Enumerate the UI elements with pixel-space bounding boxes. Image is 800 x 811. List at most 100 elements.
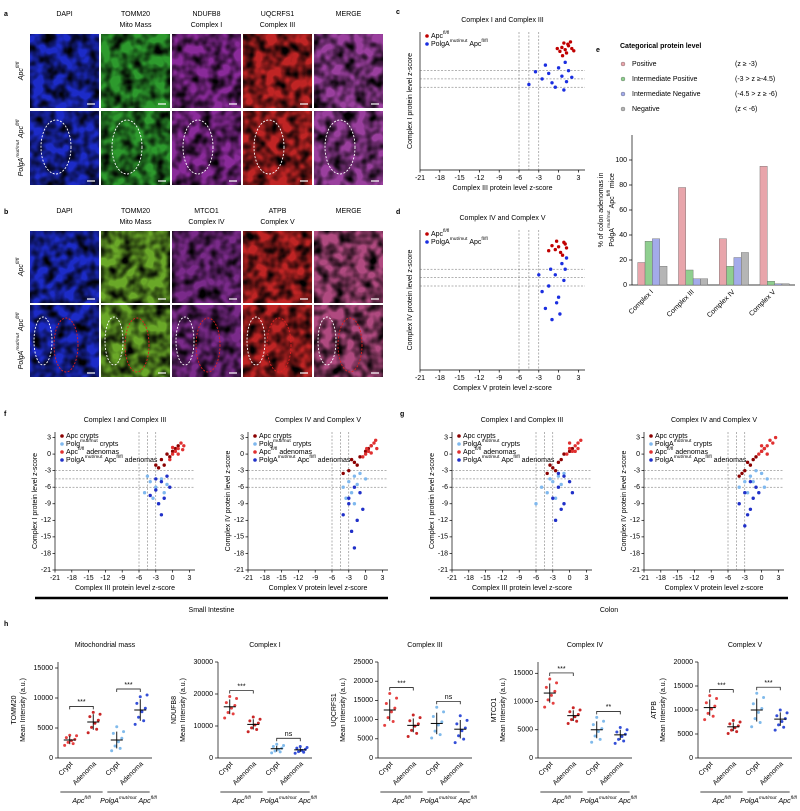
x-tick-label: 3 bbox=[380, 575, 384, 582]
point bbox=[545, 471, 549, 476]
x-tick-label: Adenoma bbox=[552, 761, 578, 787]
y-tick-label: 10000 bbox=[194, 723, 214, 730]
point bbox=[548, 267, 553, 271]
point bbox=[170, 452, 175, 456]
column-header: Complex V bbox=[260, 219, 295, 226]
legend-label-part: Apc bbox=[431, 33, 444, 40]
group-label: PolgAmut/mut Apcfl/fl bbox=[260, 795, 318, 805]
point bbox=[563, 47, 567, 52]
point bbox=[168, 455, 172, 459]
group-label-part: mut/mut bbox=[119, 795, 137, 801]
significance-bracket bbox=[229, 690, 254, 694]
y-axis-label: UQCRFS1 bbox=[331, 693, 338, 727]
point bbox=[567, 449, 572, 454]
point bbox=[64, 736, 68, 740]
point bbox=[352, 502, 357, 506]
point bbox=[570, 446, 575, 451]
x-tick-label: -15 bbox=[84, 575, 94, 582]
micrograph-texture bbox=[243, 34, 312, 108]
point bbox=[361, 455, 365, 459]
point bbox=[546, 698, 550, 702]
point bbox=[768, 438, 772, 442]
point bbox=[562, 471, 566, 476]
y-tick-label: 40 bbox=[619, 232, 627, 239]
legend-label-part: adenomas bbox=[318, 457, 351, 464]
y-tick-label: -3 bbox=[238, 467, 244, 474]
point bbox=[728, 722, 732, 726]
chart-title: Complex IV and Complex V bbox=[671, 417, 757, 424]
point bbox=[162, 463, 166, 467]
point bbox=[341, 485, 345, 489]
bar bbox=[685, 269, 694, 286]
point bbox=[754, 468, 758, 473]
legend-swatch bbox=[425, 42, 429, 46]
point bbox=[759, 444, 764, 448]
bar bbox=[644, 241, 653, 286]
y-tick-label: -18 bbox=[630, 550, 640, 557]
chart-title: Complex III bbox=[407, 642, 442, 649]
point bbox=[554, 301, 559, 305]
y-tick-label: 0 bbox=[47, 451, 51, 458]
bar bbox=[659, 266, 668, 286]
y-axis-label-part: mut/mut bbox=[606, 210, 612, 228]
legend-label-part: fl/fl bbox=[513, 454, 519, 460]
y-tick-label: -3 bbox=[634, 467, 640, 474]
bar bbox=[692, 278, 701, 286]
x-tick-label: -15 bbox=[277, 575, 287, 582]
point bbox=[344, 496, 348, 500]
point bbox=[785, 711, 789, 715]
bar bbox=[652, 238, 660, 286]
group-label: Apcfl/fl bbox=[391, 795, 411, 805]
legend-label-part: PolgA bbox=[431, 41, 450, 48]
point bbox=[156, 466, 161, 470]
y-tick-label: 0 bbox=[209, 755, 213, 762]
roi-outline bbox=[33, 316, 53, 366]
roi-outline bbox=[104, 316, 124, 366]
y-axis-label-part: fl/fl bbox=[606, 190, 612, 196]
significance-label: *** bbox=[397, 680, 405, 687]
y-tick-label: -12 bbox=[438, 517, 448, 524]
micrograph-texture bbox=[314, 231, 383, 303]
point bbox=[375, 446, 379, 451]
point bbox=[138, 695, 142, 699]
point bbox=[570, 491, 575, 495]
x-tick-label: -12 bbox=[474, 375, 484, 382]
point bbox=[293, 751, 297, 755]
point bbox=[176, 452, 180, 456]
x-tick-label: -3 bbox=[153, 575, 159, 582]
x-tick-label: Crypt bbox=[218, 761, 235, 778]
point bbox=[560, 45, 564, 50]
micrograph-texture bbox=[30, 34, 99, 108]
column-header: Complex I bbox=[191, 22, 223, 29]
legend-label-part: Apc bbox=[463, 449, 476, 456]
point bbox=[573, 444, 577, 448]
point bbox=[435, 705, 439, 709]
y-tick-label: -12 bbox=[41, 517, 51, 524]
group-label-part: mut/mut bbox=[599, 795, 617, 801]
x-tick-label: -9 bbox=[312, 575, 318, 582]
x-tick-label: 0 bbox=[364, 575, 368, 582]
legend-label-part: mut/mut bbox=[80, 438, 98, 444]
y-tick-label: 15000 bbox=[354, 697, 374, 704]
x-tick-label: Crypt bbox=[105, 761, 122, 778]
legend-label-part: adenomas bbox=[86, 449, 119, 456]
y-tick-label: -18 bbox=[234, 550, 244, 557]
point bbox=[568, 710, 572, 714]
point bbox=[547, 284, 551, 288]
legend-label: Polgmut/mut crypts bbox=[259, 438, 312, 448]
roi-outline bbox=[266, 317, 292, 373]
point bbox=[773, 728, 777, 732]
point bbox=[462, 737, 466, 741]
point bbox=[465, 718, 469, 722]
y-axis-label-part: mice bbox=[609, 173, 616, 188]
legend-label: PolgAmut/mut crypts bbox=[655, 438, 713, 448]
point bbox=[349, 491, 354, 495]
legend-range: (z < -6) bbox=[735, 106, 757, 113]
y-tick-label: 100 bbox=[615, 157, 627, 164]
point bbox=[578, 708, 582, 712]
point bbox=[544, 685, 548, 689]
legend-label: Apcfl/fl adenomas bbox=[655, 446, 709, 456]
point bbox=[556, 295, 561, 299]
column-header: DAPI bbox=[56, 11, 72, 18]
y-axis-label: PolgAmut/mutApcfl/fl mice bbox=[606, 173, 616, 247]
